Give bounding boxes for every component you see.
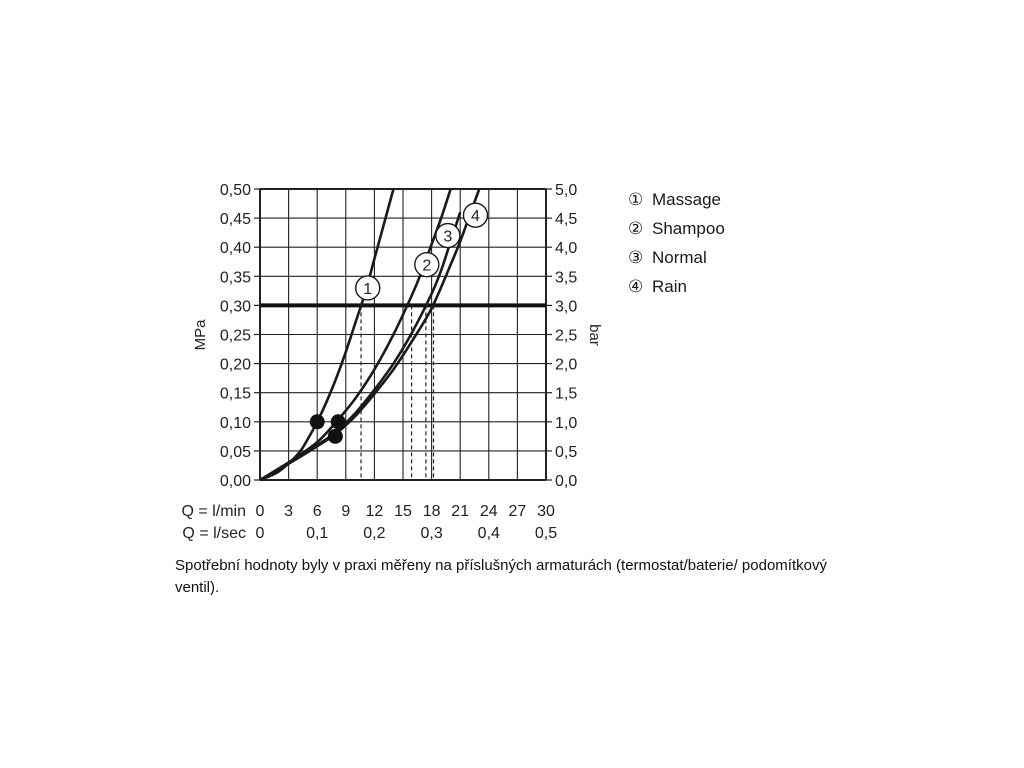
legend-item: ④ Rain bbox=[628, 272, 725, 301]
y-left-tick-label: 0,10 bbox=[220, 415, 251, 432]
tick-labels: 0,000,050,100,150,200,250,300,350,400,45… bbox=[182, 182, 578, 542]
y-left-tick-label: 0,20 bbox=[220, 357, 251, 374]
x-primary-tick-label: 18 bbox=[423, 503, 441, 520]
data-marker bbox=[309, 414, 325, 430]
x-primary-tick-label: 3 bbox=[284, 503, 293, 520]
curve-group bbox=[259, 188, 481, 482]
legend: ① Massage ② Shampoo ③ Normal ④ Rain bbox=[628, 185, 725, 301]
legend-label: Rain bbox=[652, 277, 687, 296]
x-primary-tick-label: 27 bbox=[509, 503, 527, 520]
caption: Spotřební hodnoty byly v praxi měřeny na… bbox=[175, 557, 827, 596]
legend-symbol: ④ bbox=[628, 277, 644, 296]
curve-label-1: 1 bbox=[363, 281, 372, 298]
legend-symbol: ③ bbox=[628, 248, 644, 267]
legend-item: ③ Normal bbox=[628, 243, 725, 272]
y-axis-right-label: bar bbox=[586, 324, 603, 346]
x-secondary-tick-label: 0,1 bbox=[306, 525, 328, 542]
y-right-tick-label: 5,0 bbox=[555, 182, 577, 199]
y-left-tick-label: 0,15 bbox=[220, 386, 251, 403]
x-primary-tick-label: 30 bbox=[537, 503, 555, 520]
chart-grid bbox=[254, 188, 552, 481]
x-primary-axis-label: Q = l/min bbox=[182, 503, 246, 520]
curve-label-circle-4 bbox=[462, 202, 489, 228]
x-primary-tick-label: 24 bbox=[480, 503, 498, 520]
curve-1 bbox=[259, 188, 395, 482]
y-right-tick-label: 1,5 bbox=[555, 386, 577, 403]
y-right-tick-label: 2,5 bbox=[555, 328, 577, 345]
x-primary-tick-label: 6 bbox=[313, 503, 322, 520]
y-left-tick-label: 0,50 bbox=[220, 182, 251, 199]
y-left-tick-label: 0,40 bbox=[220, 240, 251, 257]
y-left-tick-label: 0,35 bbox=[220, 269, 251, 286]
y-right-tick-label: 0,5 bbox=[555, 444, 577, 461]
y-left-tick-label: 0,00 bbox=[220, 473, 251, 490]
x-primary-tick-label: 0 bbox=[256, 503, 265, 520]
curve-label-2: 2 bbox=[422, 258, 431, 275]
legend-symbol: ② bbox=[628, 219, 644, 238]
curve-label-circle-3 bbox=[435, 222, 461, 249]
legend-item: ① Massage bbox=[628, 185, 725, 214]
x-secondary-tick-label: 0,3 bbox=[420, 525, 442, 542]
legend-symbol: ① bbox=[628, 190, 644, 209]
x-secondary-axis-label: Q = l/sec bbox=[182, 525, 246, 542]
curve-label-circle-2 bbox=[414, 251, 440, 278]
legend-label: Normal bbox=[652, 248, 707, 267]
curve-label-3: 3 bbox=[443, 229, 452, 246]
y-right-tick-label: 1,0 bbox=[555, 415, 577, 432]
y-right-tick-label: 4,0 bbox=[555, 240, 577, 257]
legend-item: ② Shampoo bbox=[628, 214, 725, 243]
x-secondary-tick-label: 0,5 bbox=[535, 525, 557, 542]
x-primary-tick-label: 12 bbox=[366, 503, 384, 520]
marker-group bbox=[309, 414, 346, 444]
y-right-tick-label: 0,0 bbox=[555, 473, 577, 490]
curve-4 bbox=[259, 188, 481, 482]
data-marker bbox=[327, 428, 343, 444]
x-secondary-tick-label: 0 bbox=[256, 525, 265, 542]
y-right-tick-label: 3,0 bbox=[555, 298, 577, 315]
y-right-tick-label: 3,5 bbox=[555, 269, 577, 286]
legend-label: Shampoo bbox=[652, 219, 725, 238]
x-primary-tick-label: 15 bbox=[394, 503, 412, 520]
x-secondary-tick-label: 0,4 bbox=[478, 525, 500, 542]
x-secondary-tick-label: 0,2 bbox=[363, 525, 385, 542]
data-marker bbox=[330, 414, 346, 430]
y-left-tick-label: 0,25 bbox=[220, 328, 251, 345]
curve-label-group: 1 23 4 bbox=[355, 202, 489, 301]
x-primary-tick-label: 9 bbox=[341, 503, 350, 520]
legend-label: Massage bbox=[652, 190, 721, 209]
y-left-tick-label: 0,05 bbox=[220, 444, 251, 461]
curve-2 bbox=[259, 188, 452, 482]
y-right-tick-label: 2,0 bbox=[555, 357, 577, 374]
curve-label-circle-1 bbox=[355, 275, 381, 301]
y-right-tick-label: 4,5 bbox=[555, 211, 577, 228]
y-axis-left-label: MPa bbox=[192, 319, 209, 351]
y-left-tick-label: 0,45 bbox=[220, 211, 251, 228]
y-left-tick-label: 0,30 bbox=[220, 298, 251, 315]
curve-label-4: 4 bbox=[471, 208, 480, 225]
x-primary-tick-label: 21 bbox=[451, 503, 469, 520]
